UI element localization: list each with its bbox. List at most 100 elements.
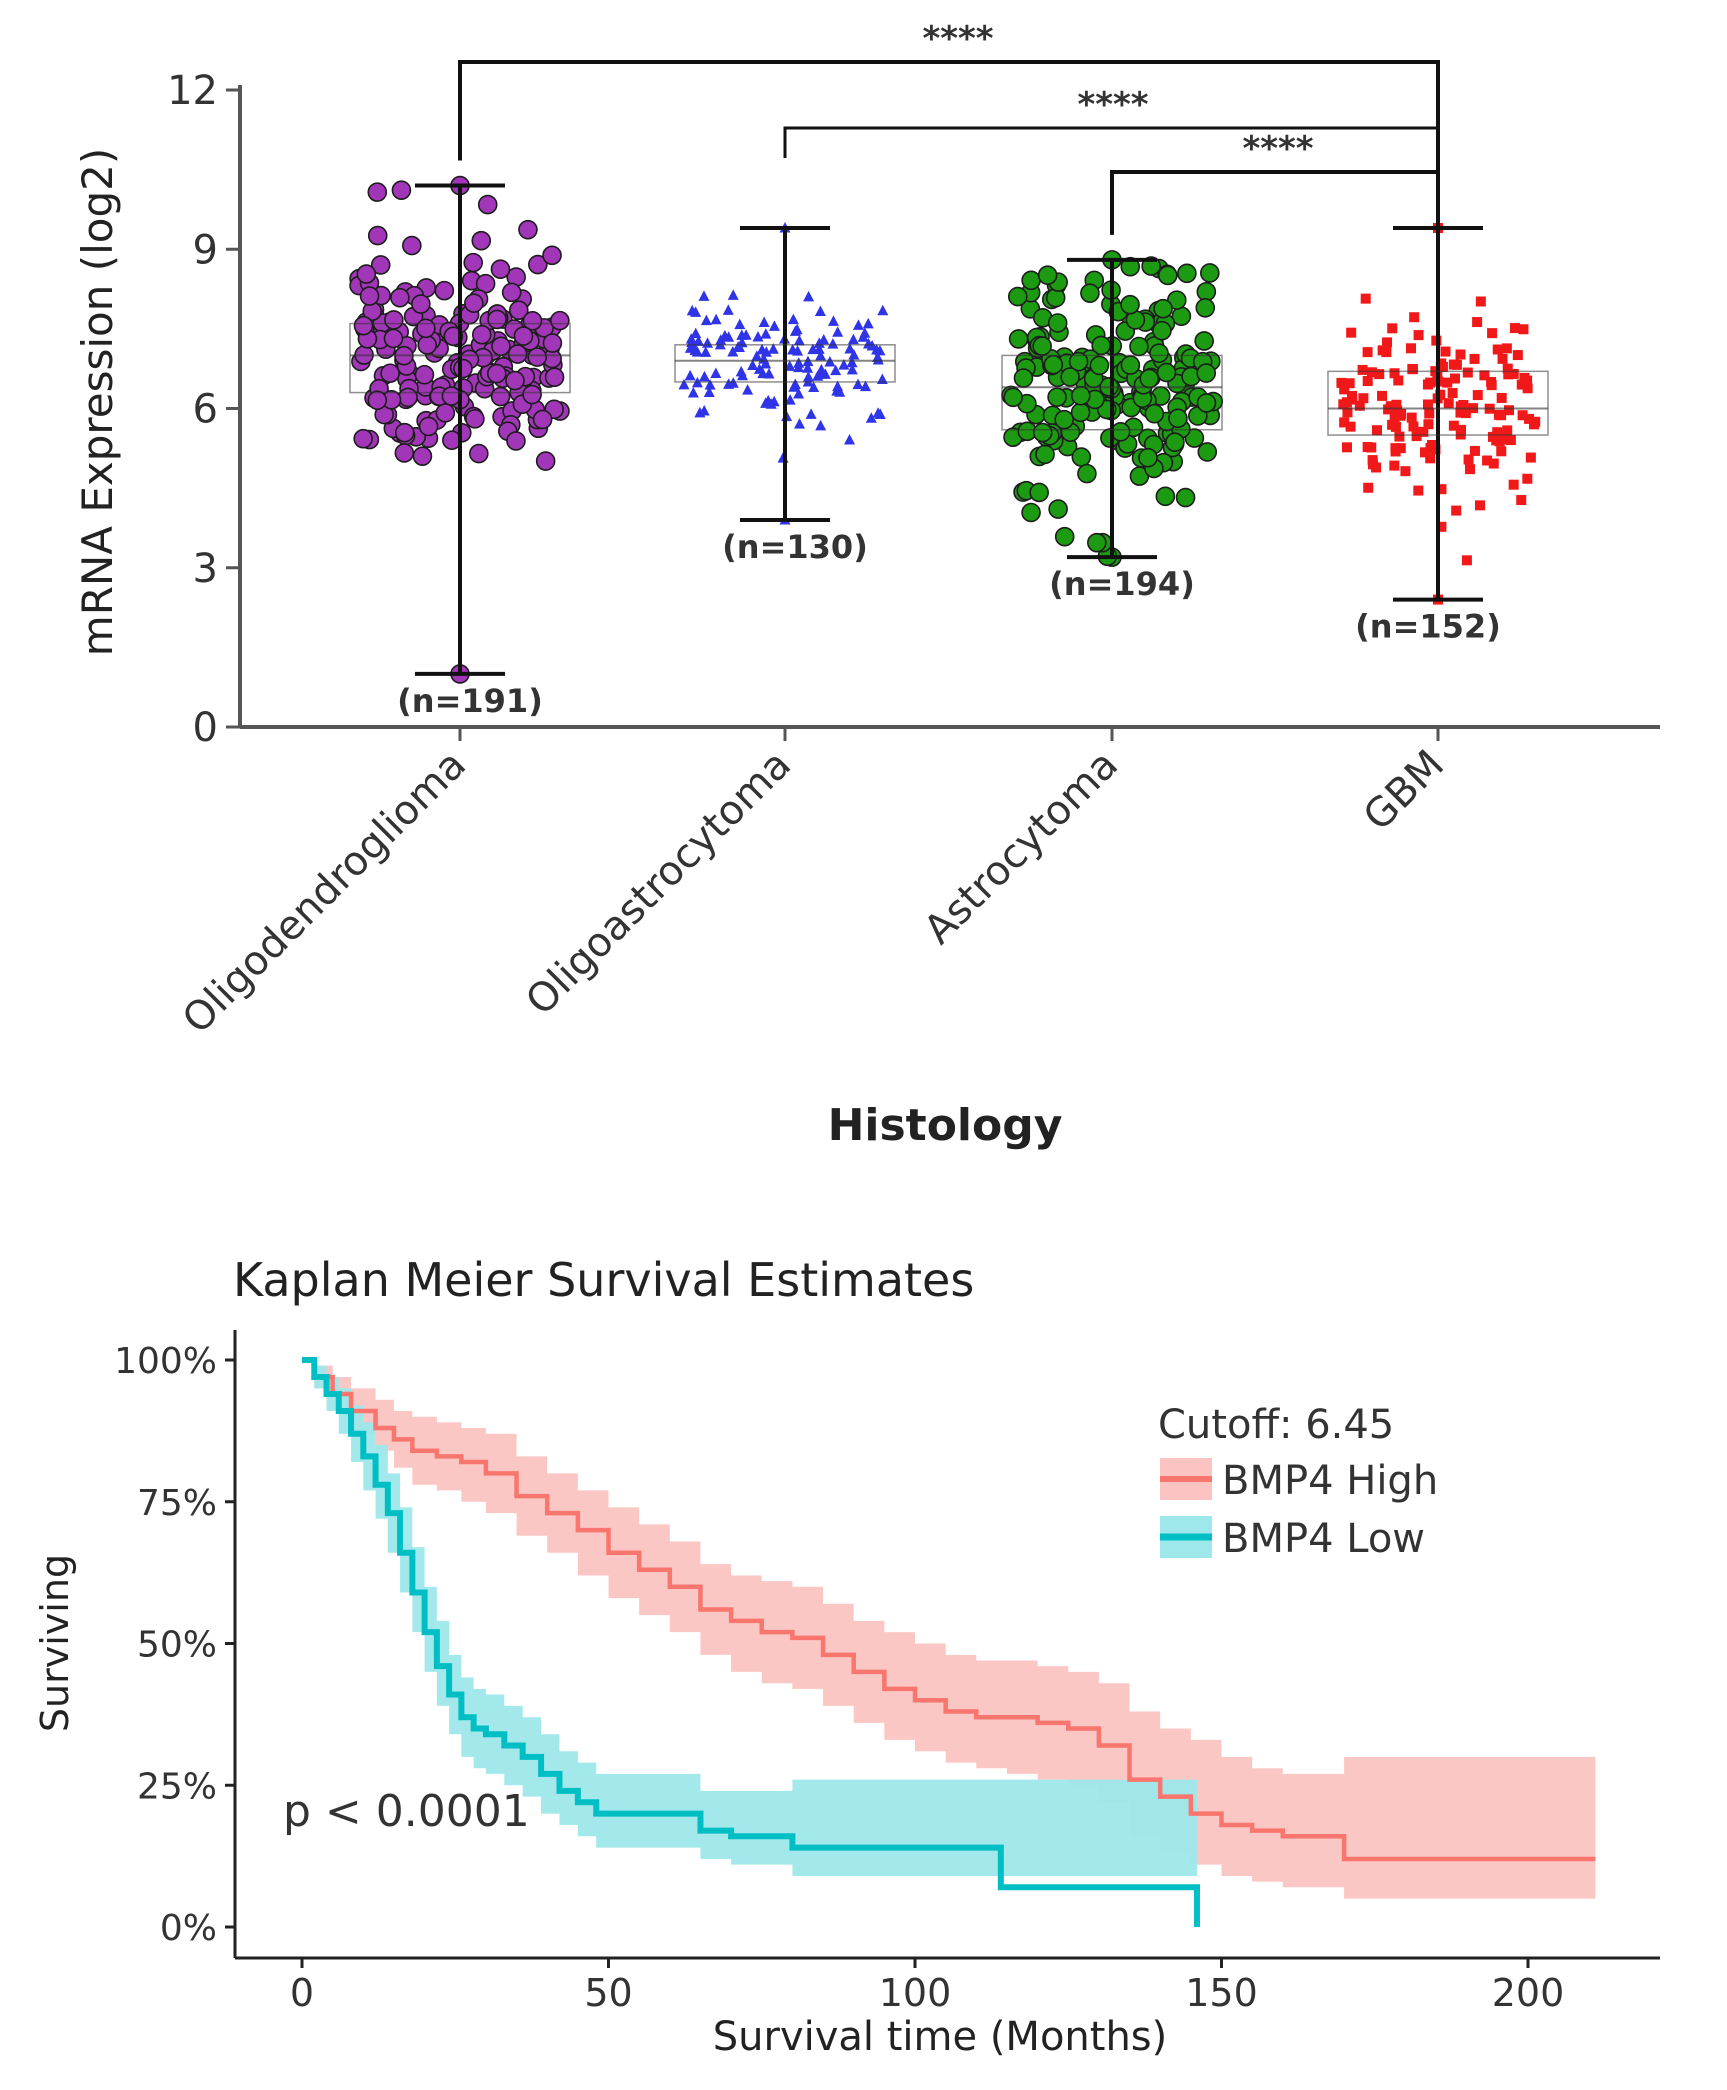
point-gbm xyxy=(1508,479,1519,490)
point-gbm xyxy=(1362,442,1373,453)
point-oligoastrocytoma xyxy=(791,323,803,335)
point-oligoastrocytoma xyxy=(736,329,748,340)
point-gbm xyxy=(1390,421,1401,432)
point-gbm xyxy=(1357,364,1368,375)
point-oligoastrocytoma xyxy=(685,333,697,344)
km-bands-layer xyxy=(302,1360,1596,1899)
n-label-gbm: (n=152) xyxy=(1355,608,1501,646)
point-gbm xyxy=(1497,353,1508,364)
point-astrocytoma xyxy=(1007,286,1028,307)
box-x-tick-label-astrocytoma: Astrocytoma xyxy=(915,742,1127,954)
point-oligodendroglioma xyxy=(469,443,489,464)
point-gbm xyxy=(1522,383,1533,394)
point-gbm xyxy=(1382,337,1393,348)
point-astrocytoma xyxy=(1077,463,1097,484)
point-astrocytoma xyxy=(1129,336,1149,357)
point-astrocytoma xyxy=(1120,256,1141,277)
point-astrocytoma xyxy=(1070,402,1091,423)
point-astrocytoma xyxy=(1165,432,1185,452)
km-panel: Kaplan Meier Survival Estimates 0% 25% 50%… xyxy=(33,1253,1660,2060)
point-gbm xyxy=(1371,462,1382,473)
point-oligoastrocytoma xyxy=(700,314,712,326)
point-gbm xyxy=(1469,445,1480,456)
point-oligoastrocytoma xyxy=(815,419,827,431)
point-astrocytoma xyxy=(1003,387,1023,408)
point-oligodendroglioma xyxy=(367,390,388,411)
point-astrocytoma xyxy=(1139,368,1160,389)
box-x-tick-label-gbm: GBM xyxy=(1355,742,1453,840)
point-gbm xyxy=(1342,407,1353,418)
point-gbm xyxy=(1408,421,1419,432)
point-astrocytoma xyxy=(1175,487,1196,508)
point-gbm xyxy=(1486,380,1497,391)
km-y-axis-title: Surviving xyxy=(33,1554,77,1732)
point-oligodendroglioma xyxy=(441,386,462,406)
box-y-tick-label: 6 xyxy=(193,387,218,433)
km-x-axis-title: Survival time (Months) xyxy=(713,2014,1168,2060)
point-gbm xyxy=(1462,367,1473,378)
point-astrocytoma xyxy=(1153,298,1173,319)
point-oligodendroglioma xyxy=(416,318,436,339)
point-oligodendroglioma xyxy=(394,422,415,443)
point-gbm xyxy=(1525,452,1536,463)
point-gbm xyxy=(1336,377,1347,388)
point-gbm xyxy=(1479,370,1490,381)
point-gbm xyxy=(1354,400,1365,411)
point-gbm xyxy=(1512,350,1523,361)
point-gbm xyxy=(1519,372,1530,383)
box-x-tick-label-oligoastrocytoma: Oligoastrocytoma xyxy=(517,742,800,1025)
point-gbm xyxy=(1366,367,1377,378)
point-astrocytoma xyxy=(1194,331,1214,351)
point-gbm xyxy=(1371,425,1382,436)
point-oligoastrocytoma xyxy=(862,317,874,329)
legend-label-bmp4-high: BMP4 High xyxy=(1222,1458,1438,1504)
point-gbm xyxy=(1516,495,1527,506)
point-gbm xyxy=(1451,505,1462,516)
point-oligoastrocytoma xyxy=(793,334,805,346)
significance-label-1: **** xyxy=(1077,85,1148,125)
point-oligodendroglioma xyxy=(490,386,511,407)
box-oligoastrocytoma xyxy=(674,344,896,383)
point-oligoastrocytoma xyxy=(767,343,779,354)
point-oligodendroglioma xyxy=(394,443,415,463)
point-oligoastrocytoma xyxy=(834,386,846,397)
point-oligodendroglioma xyxy=(356,264,377,284)
point-oligoastrocytoma xyxy=(700,346,712,357)
point-oligoastrocytoma xyxy=(830,364,842,376)
point-gbm xyxy=(1464,464,1475,475)
point-gbm xyxy=(1493,409,1504,420)
point-oligodendroglioma xyxy=(453,358,473,379)
point-gbm xyxy=(1393,375,1404,386)
point-astrocytoma xyxy=(1195,298,1216,318)
point-gbm xyxy=(1449,373,1460,384)
point-astrocytoma xyxy=(1144,403,1165,424)
point-gbm xyxy=(1381,347,1392,358)
point-gbm xyxy=(1390,446,1401,457)
point-oligoastrocytoma xyxy=(852,319,864,330)
point-astrocytoma xyxy=(1080,283,1100,303)
point-gbm xyxy=(1391,399,1402,410)
km-y-tick-label: 0% xyxy=(160,1908,217,1949)
km-x-tick-label: 50 xyxy=(584,1971,632,2015)
point-gbm xyxy=(1460,408,1471,419)
significance-layer: **** **** **** xyxy=(458,19,1440,312)
point-gbm xyxy=(1425,453,1436,464)
box-gbm xyxy=(1327,370,1549,436)
km-axes-layer: 0% 25% 50% 75% 100% 0 50 100 150 200 xyxy=(114,1330,1660,2015)
survival-line-bmp4-high xyxy=(302,1357,1596,1862)
point-gbm xyxy=(1409,312,1420,323)
point-astrocytoma xyxy=(1155,486,1176,507)
point-oligodendroglioma xyxy=(509,300,529,321)
point-astrocytoma xyxy=(1120,355,1141,375)
km-title: Kaplan Meier Survival Estimates xyxy=(233,1253,974,1307)
point-gbm xyxy=(1435,389,1446,400)
point-oligoastrocytoma xyxy=(758,316,770,328)
point-oligoastrocytoma xyxy=(793,387,805,399)
point-oligoastrocytoma xyxy=(735,365,747,377)
box-shapes-layer: (n=191) (n=130) (n=194) (n=152) xyxy=(349,183,1549,720)
point-oligodendroglioma xyxy=(501,282,522,303)
point-oligodendroglioma xyxy=(491,336,511,357)
point-oligodendroglioma xyxy=(398,387,418,408)
point-oligoastrocytoma xyxy=(827,338,839,349)
point-oligodendroglioma xyxy=(353,315,374,336)
